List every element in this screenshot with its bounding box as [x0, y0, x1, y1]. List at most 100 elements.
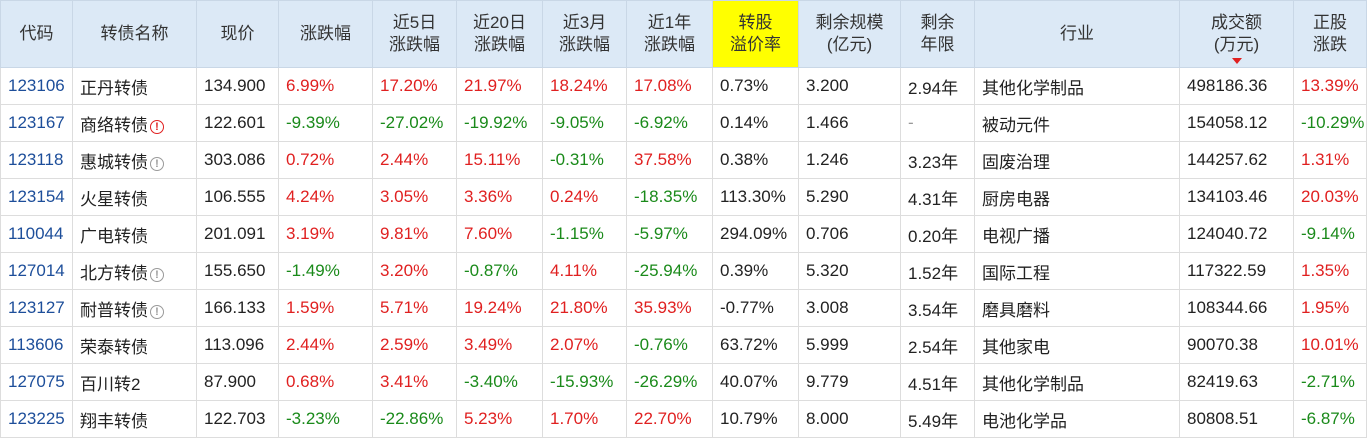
cell-chg20: -3.40%	[456, 363, 543, 401]
column-header-chg[interactable]: 涨跌幅	[278, 0, 373, 68]
cell-premium: 10.79%	[712, 400, 799, 438]
cell-code[interactable]: 127014	[0, 252, 73, 290]
cell-code[interactable]: 127075	[0, 363, 73, 401]
cell-years: 0.20年	[900, 215, 975, 253]
cell-name[interactable]: 翔丰转债	[72, 400, 197, 438]
cell-chg1y: -0.76%	[626, 326, 713, 364]
cell-chg5: 9.81%	[372, 215, 457, 253]
cell-premium: -0.77%	[712, 289, 799, 327]
info-icon[interactable]: !	[150, 304, 164, 319]
cell-name[interactable]: 耐普转债!	[72, 289, 197, 327]
column-header-scale[interactable]: 剩余规模 (亿元)	[798, 0, 901, 68]
table-row[interactable]: 123118 惠城转债! 303.086 0.72% 2.44% 15.11% -0.31%…	[0, 141, 1367, 179]
cell-name[interactable]: 火星转债	[72, 178, 197, 216]
cell-price: 166.133	[196, 289, 279, 327]
cell-chg3m: 1.70%	[542, 400, 627, 438]
cell-price: 87.900	[196, 363, 279, 401]
cell-chg: 0.72%	[278, 141, 373, 179]
cell-chg1y: -25.94%	[626, 252, 713, 290]
table-row[interactable]: 123127 耐普转债! 166.133 1.59% 5.71% 19.24% 21.80%…	[0, 289, 1367, 327]
cell-scale: 5.290	[798, 178, 901, 216]
table-header: 代码 转债名称 现价 涨跌幅 近5日 涨跌幅 近20日 涨跌幅 近3月 涨跌幅 近1年 涨跌幅 转股 溢价…	[0, 0, 1367, 68]
cell-code[interactable]: 113606	[0, 326, 73, 364]
column-header-industry[interactable]: 行业	[974, 0, 1180, 68]
info-icon[interactable]: !	[150, 156, 164, 171]
cell-premium: 40.07%	[712, 363, 799, 401]
cell-price: 106.555	[196, 178, 279, 216]
cell-name[interactable]: 北方转债!	[72, 252, 197, 290]
cell-name[interactable]: 惠城转债!	[72, 141, 197, 179]
cell-premium: 113.30%	[712, 178, 799, 216]
column-header-code[interactable]: 代码	[0, 0, 73, 68]
cell-industry: 固废治理	[974, 141, 1180, 179]
cell-industry: 电池化学品	[974, 400, 1180, 438]
cell-name[interactable]: 百川转2	[72, 363, 197, 401]
cell-chg5: 17.20%	[372, 67, 457, 105]
column-header-price[interactable]: 现价	[196, 0, 279, 68]
cell-years: 2.94年	[900, 67, 975, 105]
cell-scale: 3.008	[798, 289, 901, 327]
cell-premium: 63.72%	[712, 326, 799, 364]
table-row[interactable]: 123167 商络转债! 122.601 -9.39% -27.02% -19.92% -9…	[0, 104, 1367, 142]
table-row[interactable]: 110044 广电转债 201.091 3.19% 9.81% 7.60% -1.15% -5…	[0, 215, 1367, 253]
cell-code[interactable]: 123167	[0, 104, 73, 142]
cell-stock_chg: 1.31%	[1293, 141, 1367, 179]
cell-chg3m: 0.24%	[542, 178, 627, 216]
warning-icon[interactable]: !	[150, 119, 164, 134]
table-body: 123106 正丹转债 134.900 6.99% 17.20% 21.97% 18.24%…	[0, 67, 1367, 438]
cell-name[interactable]: 广电转债	[72, 215, 197, 253]
cell-chg5: -22.86%	[372, 400, 457, 438]
cell-chg: 0.68%	[278, 363, 373, 401]
cell-chg5: 2.44%	[372, 141, 457, 179]
cell-chg1y: 22.70%	[626, 400, 713, 438]
cell-code[interactable]: 123118	[0, 141, 73, 179]
cell-chg3m: -1.15%	[542, 215, 627, 253]
cell-price: 303.086	[196, 141, 279, 179]
cell-name[interactable]: 正丹转债	[72, 67, 197, 105]
cell-stock_chg: -2.71%	[1293, 363, 1367, 401]
table-row[interactable]: 123154 火星转债 106.555 4.24% 3.05% 3.36% 0.24% -18…	[0, 178, 1367, 216]
cell-volume: 108344.66	[1179, 289, 1294, 327]
cell-code[interactable]: 123225	[0, 400, 73, 438]
table-row[interactable]: 113606 荣泰转债 113.096 2.44% 2.59% 3.49% 2.07% -0.…	[0, 326, 1367, 364]
column-header-chg1y[interactable]: 近1年 涨跌幅	[626, 0, 713, 68]
cell-years: 3.23年	[900, 141, 975, 179]
cell-industry: 其他化学制品	[974, 67, 1180, 105]
cell-code[interactable]: 123154	[0, 178, 73, 216]
cell-price: 201.091	[196, 215, 279, 253]
cell-chg1y: 35.93%	[626, 289, 713, 327]
cell-chg: 6.99%	[278, 67, 373, 105]
cell-premium: 0.14%	[712, 104, 799, 142]
table-row[interactable]: 123106 正丹转债 134.900 6.99% 17.20% 21.97% 18.24%…	[0, 67, 1367, 105]
table-row[interactable]: 127075 百川转2 87.900 0.68% 3.41% -3.40% -15.93% -…	[0, 363, 1367, 401]
column-header-premium[interactable]: 转股 溢价率	[712, 0, 799, 68]
cell-name[interactable]: 荣泰转债	[72, 326, 197, 364]
cell-stock_chg: -9.14%	[1293, 215, 1367, 253]
cell-chg1y: -18.35%	[626, 178, 713, 216]
cell-chg1y: -6.92%	[626, 104, 713, 142]
column-header-name[interactable]: 转债名称	[72, 0, 197, 68]
cell-industry: 厨房电器	[974, 178, 1180, 216]
table-row[interactable]: 123225 翔丰转债 122.703 -3.23% -22.86% 5.23% 1.70%…	[0, 400, 1367, 438]
cell-scale: 9.779	[798, 363, 901, 401]
cell-chg3m: 18.24%	[542, 67, 627, 105]
column-header-chg5[interactable]: 近5日 涨跌幅	[372, 0, 457, 68]
cell-stock_chg: 20.03%	[1293, 178, 1367, 216]
column-header-years[interactable]: 剩余 年限	[900, 0, 975, 68]
column-header-volume[interactable]: 成交额 (万元)	[1179, 0, 1294, 68]
cell-code[interactable]: 123127	[0, 289, 73, 327]
table-row[interactable]: 127014 北方转债! 155.650 -1.49% 3.20% -0.87% 4.11%…	[0, 252, 1367, 290]
cell-code[interactable]: 123106	[0, 67, 73, 105]
column-header-chg20[interactable]: 近20日 涨跌幅	[456, 0, 543, 68]
column-header-stock_chg[interactable]: 正股 涨跌	[1293, 0, 1367, 68]
cell-name[interactable]: 商络转债!	[72, 104, 197, 142]
cell-volume: 124040.72	[1179, 215, 1294, 253]
column-header-chg3m[interactable]: 近3月 涨跌幅	[542, 0, 627, 68]
sort-desc-icon[interactable]	[1231, 58, 1242, 64]
info-icon[interactable]: !	[150, 267, 164, 282]
cell-chg5: 3.41%	[372, 363, 457, 401]
cell-chg5: 2.59%	[372, 326, 457, 364]
cell-industry: 电视广播	[974, 215, 1180, 253]
cell-code[interactable]: 110044	[0, 215, 73, 253]
cell-chg: -9.39%	[278, 104, 373, 142]
